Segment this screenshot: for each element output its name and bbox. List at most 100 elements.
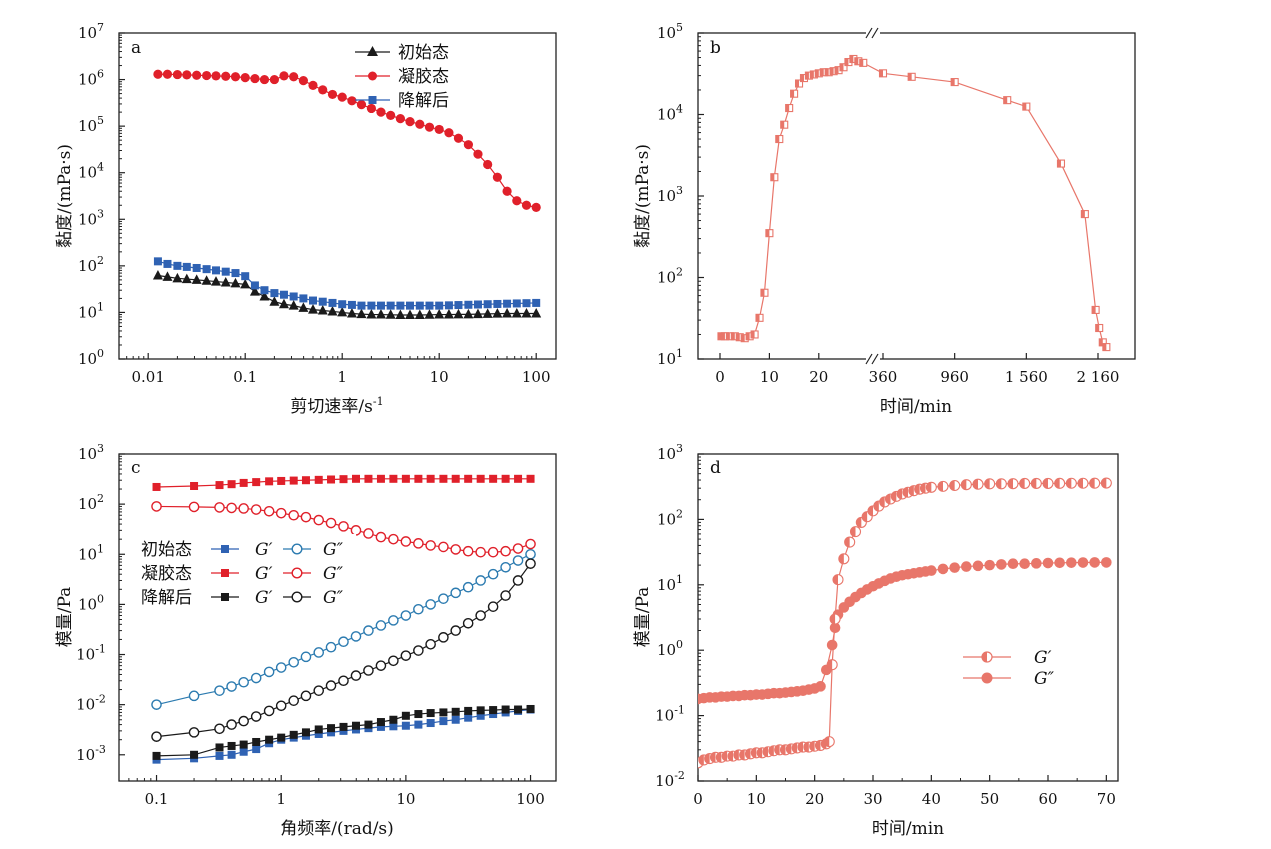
panel-c-series-gel-gprime-point (401, 474, 410, 483)
panel-c-series-gel-gdoubleprime-point (250, 504, 262, 515)
panel-a-series-initial-point (288, 300, 299, 310)
panel-c-series-initial-gprime-point (464, 713, 473, 722)
panel-c-series-gel-gdoubleprime-point (263, 505, 275, 517)
legend-state-gel: 凝胶态 (141, 564, 192, 584)
panel-a-ytick-label: 107 (78, 21, 104, 42)
panel-b-x-axis-title: 时间/min (880, 397, 952, 417)
panel-c-series-gel-gdoubleprime-point (487, 546, 499, 558)
panel-d-series-gprime-point (1019, 477, 1031, 489)
panel-c-series-initial-gdoubleprime-point (275, 662, 287, 673)
panel-a-series-initial-line (157, 274, 537, 316)
panel-c-series-degraded-gdoubleprime-point (263, 705, 275, 717)
panel-c-series-degraded-gprime-point (376, 718, 385, 727)
panel-a-series-gel-point (269, 74, 279, 85)
panel-c-series-initial-gdoubleprime-point (462, 581, 474, 593)
panel-c-series-gel-gprime-line (156, 478, 531, 488)
panel-c-ytick-label: 101 (78, 542, 104, 563)
legend-label-degraded-gprime: G′ (255, 588, 273, 608)
panel-c-series-gel-gdoubleprime-point (438, 541, 449, 553)
panel-a-series-degraded-point (163, 259, 172, 268)
panel-c-series-gel-gprime-point (476, 474, 485, 483)
panel-c-series-gel-gprime-point (376, 474, 385, 483)
panel-d-series-gdoubleprime-point (961, 561, 972, 572)
panel-c-series-degraded-gprime-point (252, 737, 261, 746)
panel-a-series-degraded-point (173, 261, 182, 270)
panel-a-series-initial-point (191, 274, 202, 284)
panel-a-series-initial-point (278, 298, 289, 309)
panel-a-series-degraded-point (357, 301, 366, 310)
panel-a-series-gel-point (356, 100, 367, 110)
panel-d-xtick-label: 50 (980, 790, 999, 808)
panel-d-series-gprime-point (1100, 477, 1112, 489)
panel-d-series-gprime-point (1089, 477, 1101, 489)
panel-a-series-initial-point (308, 304, 319, 314)
panel-c-ytick-label: 102 (78, 492, 104, 513)
panel-c-series-gel-gdoubleprime-point (462, 545, 474, 557)
panel-b-y-ticks: 101 102 103 104 105 (657, 21, 704, 368)
panel-c-series-gel-gdoubleprime-point (500, 545, 511, 557)
panel-c-series-initial-gdoubleprime-point (388, 615, 399, 626)
panel-a-series-initial-point (249, 286, 260, 296)
panel-c-series-degraded-gdoubleprime-point (438, 632, 449, 643)
panel-a-series-initial-point (346, 307, 357, 318)
panel-a-series-degraded-point (318, 297, 327, 306)
panel-b-series-viscosity-point (1003, 96, 1012, 105)
legend-marker-initial (367, 46, 378, 56)
panel-d-series-gprime-point (844, 536, 856, 548)
panel-a-series-degraded-point (376, 301, 385, 310)
panel-a-series-gel-point (463, 140, 474, 150)
panel-b-y-axis-title: 黏度/(mPa·s) (633, 144, 653, 248)
panel-a-series-degraded-point (212, 266, 221, 275)
panel-c-series-initial-gprime-point (252, 745, 261, 754)
panel-c-series-gel-gprime-point (414, 474, 423, 483)
panel-a-series-gel-point (386, 110, 396, 121)
panel-b-series-viscosity-line (721, 58, 1107, 348)
panel-b-series-viscosity-point (1095, 323, 1104, 333)
panel-b-series-viscosity-point (1091, 305, 1100, 314)
panel-d-series-gdoubleprime-point (1019, 558, 1030, 570)
panel-c-series-degraded-gdoubleprime-point (338, 675, 349, 687)
panel-c-series-degraded-gdoubleprime-point (388, 655, 399, 667)
panel-c-series-degraded-gprime-point (426, 709, 435, 718)
panel-a-series-initial-point (211, 276, 222, 286)
panel-c-series-degraded-gprime-point (227, 741, 236, 750)
legend-marker-initial-gprime (221, 545, 229, 553)
panel-c-series-degraded-gdoubleprime-point (500, 590, 511, 601)
panel-a-series-initial-point (434, 309, 445, 319)
panel-a-series-initial-point (492, 308, 503, 318)
panel-b-xtick-label: 2 160 (1077, 368, 1120, 386)
panel-d-xtick-label: 0 (693, 790, 703, 808)
panel-d-series-gdoubleprime-point (1101, 557, 1112, 568)
panel-a-series-initial-point (395, 309, 406, 320)
panel-b-series-viscosity-point (750, 330, 759, 339)
panel-c-series-gel-gdoubleprime-point (388, 533, 399, 545)
panel-a-series-degraded-point (483, 300, 492, 309)
panel-a-series-gel-point (308, 80, 318, 90)
panel-c-series-gel-gdoubleprime-point (400, 536, 412, 547)
panel-c-series-gel-gdoubleprime-point (238, 503, 249, 514)
panel-c-series-initial-gdoubleprime-point (250, 672, 262, 684)
panel-a-series-gel-point (521, 200, 532, 210)
panel-d-series-gprime-point (972, 478, 984, 490)
panel-c-legend: 初始态 G′ G″ 凝胶态 G′ G″ 降解后 G′ G″ (136, 534, 356, 608)
panel-d-series-gdoubleprime-point (826, 639, 838, 651)
panel-b-frame (697, 32, 1136, 360)
panel-d-series-gprime-point (838, 553, 850, 565)
panel-a-series-initial-point (317, 305, 328, 315)
panel-b-xtick-label: 10 (760, 368, 779, 386)
panel-c-series-initial-gprime-point (401, 721, 410, 730)
panel-a-series-gel-point (279, 71, 289, 81)
panel-b-xtick-label: 960 (940, 368, 969, 386)
panel-a-ytick-label: 100 (78, 347, 104, 368)
panel-a-series-initial-point (152, 270, 163, 280)
panel-d-series-gprime-point (984, 478, 996, 490)
panel-b-x-ticks: 0 10 20 360 960 1 560 2 160 (715, 353, 1119, 386)
panel-a-series-degraded-point (231, 269, 240, 278)
panel-c-series-degraded-gdoubleprime-point (250, 711, 262, 722)
panel-c-series-gel-gprime-point (439, 474, 448, 483)
panel-d-series-gprime-point (1042, 477, 1054, 489)
panel-a-series-gel-point (453, 133, 464, 143)
panel-c-series-gel-gdoubleprime-line (156, 505, 531, 553)
panel-c: 0.1 1 10 100 10-3 10-2 10-1 100 101 102 103 c 角频率… (55, 442, 557, 839)
